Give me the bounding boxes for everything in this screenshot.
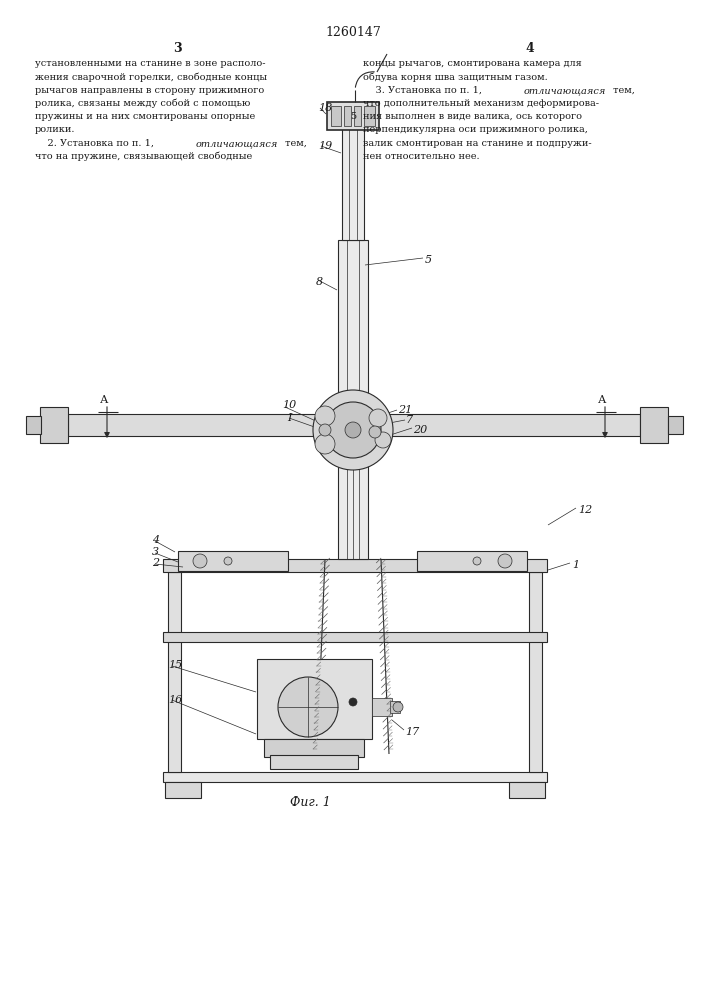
Circle shape	[473, 557, 481, 565]
Bar	[509, 782, 545, 798]
Text: 3: 3	[173, 41, 181, 54]
Bar	[668, 416, 683, 434]
Circle shape	[313, 390, 393, 470]
Bar	[68, 414, 338, 436]
Bar	[270, 755, 358, 769]
Text: I: I	[287, 413, 291, 423]
Text: ния выполнен в виде валика, ось которого: ния выполнен в виде валика, ось которого	[363, 112, 582, 121]
Text: 12: 12	[578, 505, 592, 515]
Text: 8: 8	[316, 277, 323, 287]
Bar	[327, 102, 379, 130]
Bar	[368, 414, 640, 436]
Bar	[354, 106, 361, 126]
Bar	[163, 772, 547, 782]
Circle shape	[375, 432, 391, 448]
Circle shape	[369, 426, 381, 438]
Text: А: А	[598, 395, 607, 405]
Circle shape	[345, 422, 361, 438]
Text: тем,: тем,	[610, 86, 635, 95]
Circle shape	[278, 677, 338, 737]
Circle shape	[349, 698, 357, 706]
Bar	[529, 572, 542, 772]
Bar	[163, 632, 547, 642]
Circle shape	[498, 554, 512, 568]
Text: 16: 16	[168, 695, 182, 705]
Text: 3: 3	[152, 547, 159, 557]
Text: ролики.: ролики.	[35, 125, 76, 134]
Text: 1260147: 1260147	[325, 25, 381, 38]
Bar	[364, 106, 375, 126]
Text: 4: 4	[152, 535, 159, 545]
Bar	[372, 698, 392, 716]
Bar	[178, 551, 288, 571]
Circle shape	[315, 406, 335, 426]
Bar	[390, 701, 400, 713]
Text: 10: 10	[282, 400, 296, 410]
Bar	[165, 782, 201, 798]
Text: отличающаяся: отличающаяся	[196, 139, 279, 148]
Text: пружины и на них смонтированы опорные: пружины и на них смонтированы опорные	[35, 112, 255, 121]
Text: 21: 21	[398, 405, 412, 415]
Text: 15: 15	[168, 660, 182, 670]
Bar	[338, 240, 368, 559]
Text: А: А	[100, 395, 108, 405]
Text: жения сварочной горелки, свободные концы: жения сварочной горелки, свободные концы	[35, 72, 267, 82]
Text: 2. Установка по п. 1,: 2. Установка по п. 1,	[35, 139, 157, 148]
Text: 19: 19	[318, 141, 332, 151]
Text: 7: 7	[406, 415, 413, 425]
Bar	[168, 572, 181, 772]
Text: перпендикулярна оси прижимного ролика,: перпендикулярна оси прижимного ролика,	[363, 125, 588, 134]
Text: отличающаяся: отличающаяся	[524, 86, 607, 95]
Bar	[640, 407, 668, 443]
FancyArrowPatch shape	[356, 72, 374, 87]
Text: обдува корня шва защитным газом.: обдува корня шва защитным газом.	[363, 72, 548, 82]
Text: нен относительно нее.: нен относительно нее.	[363, 152, 479, 161]
Text: рычагов направлены в сторону прижимного: рычагов направлены в сторону прижимного	[35, 86, 264, 95]
Circle shape	[319, 424, 331, 436]
Bar	[344, 106, 351, 126]
Text: тем,: тем,	[282, 139, 307, 148]
Text: 18: 18	[318, 103, 332, 113]
Text: 5: 5	[425, 255, 432, 265]
Bar	[417, 551, 527, 571]
Text: 20: 20	[413, 425, 427, 435]
Bar	[40, 407, 68, 443]
Circle shape	[224, 557, 232, 565]
Circle shape	[325, 402, 381, 458]
Text: 4: 4	[525, 41, 534, 54]
Circle shape	[193, 554, 207, 568]
Text: 1: 1	[572, 560, 579, 570]
Text: валик смонтирован на станине и подпружи-: валик смонтирован на станине и подпружи-	[363, 139, 592, 148]
Text: что на пружине, связывающей свободные: что на пружине, связывающей свободные	[35, 152, 252, 161]
Bar	[331, 106, 341, 126]
Circle shape	[393, 702, 403, 712]
Bar	[264, 739, 364, 757]
Text: 5: 5	[350, 112, 356, 121]
Text: Фиг. 1: Фиг. 1	[290, 796, 330, 808]
Text: установленными на станине в зоне располо-: установленными на станине в зоне располо…	[35, 60, 266, 68]
Text: 3. Установка по п. 1,: 3. Установка по п. 1,	[363, 86, 485, 95]
Bar	[257, 659, 372, 739]
Bar	[163, 559, 547, 572]
Bar	[26, 416, 41, 434]
Text: что дополнительный механизм деформирова-: что дополнительный механизм деформирова-	[363, 99, 599, 108]
Circle shape	[315, 434, 335, 454]
Circle shape	[369, 409, 387, 427]
Text: 2: 2	[152, 558, 159, 568]
Text: ролика, связаны между собой с помощью: ролика, связаны между собой с помощью	[35, 99, 250, 108]
Bar	[342, 125, 364, 240]
Text: 17: 17	[405, 727, 419, 737]
Text: концы рычагов, смонтирована камера для: концы рычагов, смонтирована камера для	[363, 60, 582, 68]
